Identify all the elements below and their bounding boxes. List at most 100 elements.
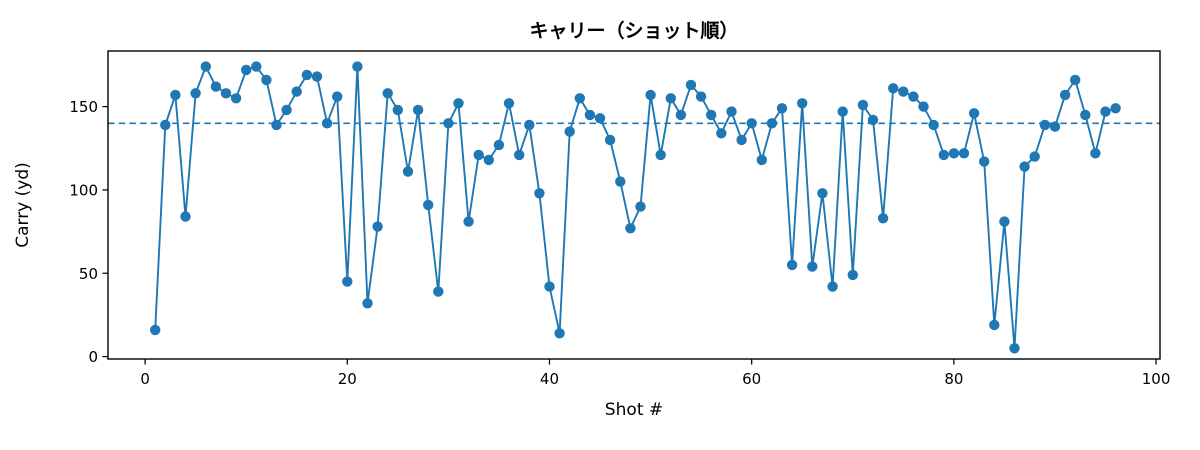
data-point bbox=[776, 103, 788, 114]
data-point bbox=[1019, 161, 1030, 172]
data-point bbox=[352, 61, 363, 72]
y-axis-label: Carry (yd) bbox=[13, 162, 33, 248]
data-point bbox=[170, 89, 181, 101]
data-point bbox=[857, 99, 869, 111]
data-point bbox=[1110, 103, 1121, 114]
data-point bbox=[311, 71, 323, 82]
data-point bbox=[928, 119, 939, 131]
data-point bbox=[180, 211, 191, 222]
data-point bbox=[321, 118, 333, 129]
y-tick-label: 100 bbox=[69, 181, 98, 199]
data-point bbox=[1100, 106, 1111, 117]
data-point bbox=[402, 166, 414, 177]
data-point bbox=[736, 134, 747, 146]
data-point bbox=[584, 109, 596, 121]
x-tick-label: 100 bbox=[1142, 370, 1171, 388]
data-point bbox=[150, 324, 161, 336]
data-point bbox=[1070, 74, 1081, 86]
data-point bbox=[877, 213, 889, 224]
data-point bbox=[817, 188, 828, 199]
data-point bbox=[908, 91, 919, 102]
axes-spines bbox=[107, 50, 1161, 360]
data-point bbox=[554, 328, 565, 339]
data-point bbox=[766, 118, 778, 129]
data-point bbox=[1049, 121, 1061, 132]
data-point bbox=[837, 106, 848, 117]
data-point bbox=[716, 128, 727, 139]
data-point bbox=[251, 61, 262, 72]
data-point bbox=[685, 79, 697, 91]
data-point bbox=[1029, 151, 1040, 162]
data-point bbox=[989, 319, 1000, 331]
data-point bbox=[756, 154, 767, 166]
x-tick-label: 80 bbox=[944, 370, 963, 388]
data-point bbox=[1059, 89, 1071, 101]
data-point bbox=[392, 104, 403, 116]
data-point bbox=[979, 156, 990, 167]
data-point bbox=[534, 188, 545, 199]
data-point bbox=[898, 86, 909, 97]
data-point bbox=[463, 216, 474, 227]
data-point bbox=[514, 149, 525, 161]
data-point bbox=[1080, 109, 1091, 121]
data-point bbox=[726, 106, 737, 117]
data-point bbox=[797, 98, 808, 109]
data-point bbox=[827, 281, 838, 292]
data-point bbox=[675, 109, 687, 121]
data-point bbox=[544, 281, 555, 292]
data-point bbox=[706, 109, 717, 121]
plot-area: 0 20 40 60 80 100 0 50 100 150 bbox=[69, 50, 1171, 388]
data-point bbox=[200, 61, 211, 72]
data-point bbox=[332, 91, 343, 102]
data-point bbox=[190, 88, 201, 99]
data-point bbox=[695, 91, 707, 102]
chart-title: キャリー（ショット順） bbox=[529, 19, 738, 42]
y-tick-label: 150 bbox=[69, 98, 98, 116]
data-point bbox=[594, 113, 606, 124]
data-point bbox=[453, 98, 464, 109]
data-point bbox=[210, 81, 222, 92]
data-point bbox=[645, 89, 656, 101]
data-point bbox=[423, 199, 434, 211]
data-point bbox=[574, 93, 585, 104]
data-point bbox=[1039, 119, 1051, 131]
data-point bbox=[938, 149, 949, 161]
data-point bbox=[372, 221, 383, 232]
data-point bbox=[665, 93, 676, 104]
data-point bbox=[635, 201, 646, 212]
x-axis-label: Shot # bbox=[605, 400, 663, 420]
data-point bbox=[847, 269, 858, 281]
data-point bbox=[1090, 148, 1101, 159]
data-point bbox=[807, 261, 818, 272]
data-point bbox=[473, 149, 484, 161]
data-point bbox=[382, 88, 393, 99]
data-point bbox=[443, 118, 454, 129]
data-point bbox=[999, 216, 1010, 227]
x-tick-label: 40 bbox=[540, 370, 559, 388]
data-point bbox=[342, 276, 353, 287]
data-point bbox=[483, 154, 494, 166]
y-tick-label: 0 bbox=[88, 348, 98, 366]
data-point bbox=[301, 69, 313, 81]
data-point bbox=[564, 126, 575, 137]
x-tick-label: 60 bbox=[742, 370, 761, 388]
data-point bbox=[362, 298, 373, 309]
data-point bbox=[948, 148, 960, 159]
data-point bbox=[241, 64, 252, 76]
x-tick-label: 0 bbox=[140, 370, 150, 388]
data-point bbox=[918, 101, 929, 112]
data-point bbox=[281, 104, 292, 116]
data-point bbox=[291, 86, 302, 97]
data-point bbox=[604, 134, 616, 146]
data-point bbox=[655, 149, 666, 161]
y-tick-label: 50 bbox=[79, 265, 98, 283]
data-point bbox=[1009, 343, 1020, 354]
data-point bbox=[493, 139, 505, 151]
data-point bbox=[503, 98, 515, 109]
data-point bbox=[230, 93, 242, 104]
data-point bbox=[625, 223, 636, 234]
data-point bbox=[867, 114, 879, 126]
data-point bbox=[220, 88, 232, 99]
data-point bbox=[746, 118, 757, 129]
